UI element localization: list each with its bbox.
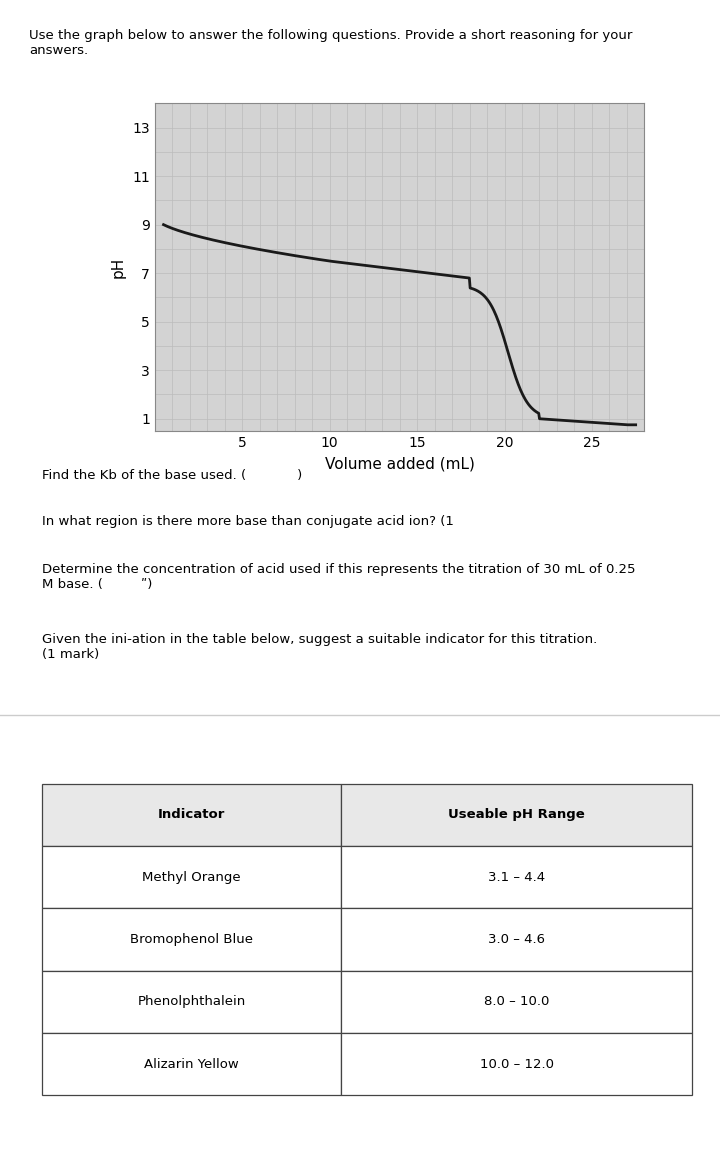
Bar [341,846,692,908]
X-axis label: Volume added (mL): Volume added (mL) [325,456,474,472]
Text: In what region is there more base than conjugate acid ion? (1: In what region is there more base than c… [42,515,454,529]
Bar [42,1033,341,1095]
Text: 3.1 – 4.4: 3.1 – 4.4 [488,871,545,884]
Text: Useable pH Range: Useable pH Range [449,808,585,822]
Bar [42,846,341,908]
Text: Indicator: Indicator [158,808,225,822]
Text: Methyl Orange: Methyl Orange [143,871,241,884]
Bar [42,971,341,1033]
Text: 10.0 – 12.0: 10.0 – 12.0 [480,1057,554,1071]
Bar [42,908,341,971]
Bar [341,908,692,971]
Y-axis label: pH: pH [110,256,125,278]
Text: Use the graph below to answer the following questions. Provide a short reasoning: Use the graph below to answer the follow… [29,29,632,56]
Text: Phenolphthalein: Phenolphthalein [138,995,246,1009]
Text: 3.0 – 4.6: 3.0 – 4.6 [488,933,545,946]
Text: 8.0 – 10.0: 8.0 – 10.0 [484,995,549,1009]
Bar [341,1033,692,1095]
Bar [42,784,341,846]
Text: Alizarin Yellow: Alizarin Yellow [145,1057,239,1071]
Text: Given the ini­ation in the table below, suggest a suitable indicator for this ti: Given the ini­ation in the table below, … [42,633,598,661]
Text: Bromophenol Blue: Bromophenol Blue [130,933,253,946]
Bar [341,784,692,846]
Text: Find the Kb of the base used. (            ): Find the Kb of the base used. ( ) [42,469,302,483]
Text: Determine the concentration of acid used if this represents the titration of 30 : Determine the concentration of acid used… [42,563,636,591]
Bar [341,971,692,1033]
